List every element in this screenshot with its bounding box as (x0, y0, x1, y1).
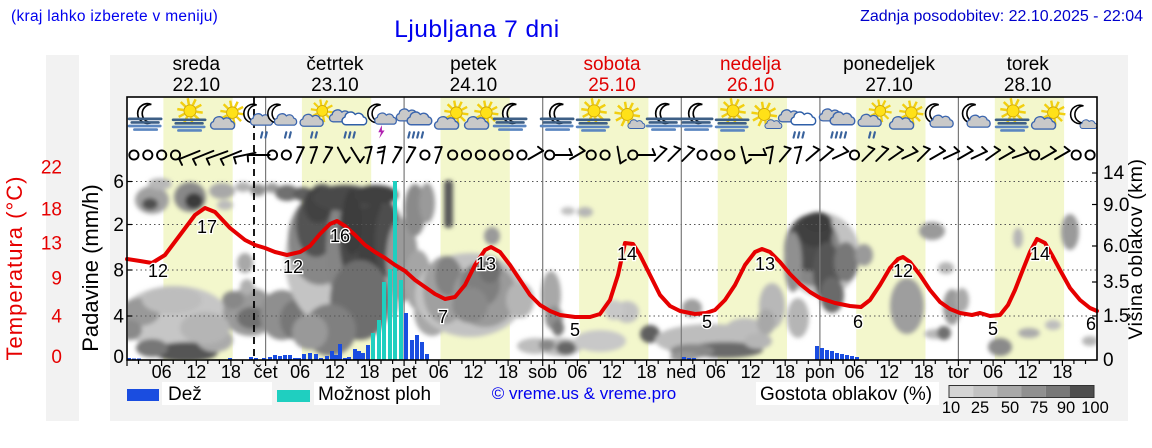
svg-text:Gostota oblakov (%): Gostota oblakov (%) (760, 384, 932, 405)
svg-text:18: 18 (914, 362, 934, 382)
svg-text:06: 06 (844, 362, 864, 382)
svg-text:75: 75 (1030, 399, 1048, 417)
svg-text:12: 12 (148, 261, 168, 281)
svg-text:sob: sob (528, 362, 557, 382)
svg-text:06: 06 (706, 362, 726, 382)
svg-text:6: 6 (853, 312, 863, 332)
svg-text:14: 14 (1030, 244, 1050, 264)
svg-text:14: 14 (1103, 163, 1125, 184)
svg-text:13: 13 (755, 254, 775, 274)
svg-text:4: 4 (113, 307, 124, 328)
svg-text:Dež: Dež (168, 384, 202, 405)
svg-text:petek: petek (450, 54, 497, 75)
svg-text:12: 12 (1018, 362, 1038, 382)
svg-text:sobota: sobota (583, 54, 640, 75)
svg-text:čet: čet (254, 362, 278, 382)
svg-text:pon: pon (805, 362, 835, 382)
svg-text:25: 25 (971, 399, 989, 417)
svg-text:12: 12 (325, 362, 345, 382)
svg-text:6.0: 6.0 (1103, 236, 1129, 257)
svg-text:sreda: sreda (173, 54, 221, 75)
svg-text:22.10: 22.10 (173, 75, 221, 96)
svg-text:06: 06 (152, 362, 172, 382)
svg-text:24.10: 24.10 (450, 75, 498, 96)
svg-text:6: 6 (1086, 314, 1096, 334)
svg-text:nedelja: nedelja (720, 54, 782, 75)
svg-text:1.5: 1.5 (1103, 306, 1129, 327)
svg-text:18: 18 (41, 200, 62, 221)
svg-text:5: 5 (570, 320, 580, 340)
svg-text:28.10: 28.10 (1004, 75, 1052, 96)
svg-text:(kraj lahko izberete v meniju): (kraj lahko izberete v meniju) (11, 8, 218, 25)
svg-text:12: 12 (893, 261, 913, 281)
svg-text:16: 16 (330, 226, 350, 246)
svg-text:100: 100 (1081, 399, 1109, 417)
svg-text:ponedeljek: ponedeljek (843, 54, 935, 75)
svg-text:Zadnja posodobitev: 22.10.2025: Zadnja posodobitev: 22.10.2025 - 22:04 (860, 8, 1143, 25)
svg-text:5: 5 (702, 312, 712, 332)
svg-text:12: 12 (463, 362, 483, 382)
svg-text:© vreme.us & vreme.pro: © vreme.us & vreme.pro (492, 384, 676, 403)
svg-text:ned: ned (666, 362, 696, 382)
svg-text:4: 4 (51, 307, 62, 328)
svg-text:Padavine (mm/h): Padavine (mm/h) (78, 184, 103, 352)
svg-text:06: 06 (429, 362, 449, 382)
svg-text:8: 8 (113, 261, 124, 282)
svg-text:tor: tor (948, 362, 969, 382)
svg-text:Temperatura (°C): Temperatura (°C) (2, 176, 27, 361)
svg-text:06: 06 (567, 362, 587, 382)
svg-text:90: 90 (1057, 399, 1075, 417)
svg-text:0: 0 (51, 347, 62, 368)
svg-text:18: 18 (637, 362, 657, 382)
svg-text:26.10: 26.10 (727, 75, 775, 96)
svg-text:14: 14 (617, 244, 637, 264)
svg-text:3.5: 3.5 (1103, 272, 1129, 293)
svg-text:18: 18 (1052, 362, 1072, 382)
svg-text:9: 9 (51, 269, 62, 290)
svg-text:13: 13 (476, 254, 496, 274)
svg-text:Možnost ploh: Možnost ploh (318, 384, 431, 405)
svg-text:18: 18 (775, 362, 795, 382)
svg-text:12: 12 (879, 362, 899, 382)
svg-text:5: 5 (988, 319, 998, 339)
svg-text:pet: pet (392, 362, 417, 382)
svg-text:7: 7 (438, 307, 448, 327)
svg-text:06: 06 (983, 362, 1003, 382)
svg-text:25.10: 25.10 (588, 75, 636, 96)
svg-text:22: 22 (41, 158, 62, 179)
svg-text:četrtek: četrtek (306, 54, 364, 75)
svg-text:0: 0 (1103, 350, 1114, 371)
svg-text:10: 10 (942, 399, 960, 417)
svg-text:12: 12 (741, 362, 761, 382)
svg-text:0: 0 (113, 347, 124, 368)
svg-text:23.10: 23.10 (311, 75, 359, 96)
svg-text:50: 50 (1001, 399, 1019, 417)
svg-text:06: 06 (290, 362, 310, 382)
svg-text:17: 17 (197, 217, 217, 237)
svg-text:12: 12 (283, 257, 303, 277)
svg-text:12: 12 (602, 362, 622, 382)
svg-text:torek: torek (1007, 54, 1050, 75)
svg-text:18: 18 (359, 362, 379, 382)
svg-text:6: 6 (113, 172, 124, 193)
svg-text:18: 18 (498, 362, 518, 382)
svg-text:13: 13 (41, 234, 62, 255)
svg-text:Višina oblakov (km): Višina oblakov (km) (1125, 158, 1147, 339)
svg-text:9.0: 9.0 (1103, 195, 1129, 216)
svg-text:18: 18 (221, 362, 241, 382)
svg-text:Ljubljana 7 dni: Ljubljana 7 dni (394, 16, 560, 43)
svg-text:2: 2 (113, 215, 124, 236)
svg-text:12: 12 (186, 362, 206, 382)
svg-text:27.10: 27.10 (865, 75, 913, 96)
